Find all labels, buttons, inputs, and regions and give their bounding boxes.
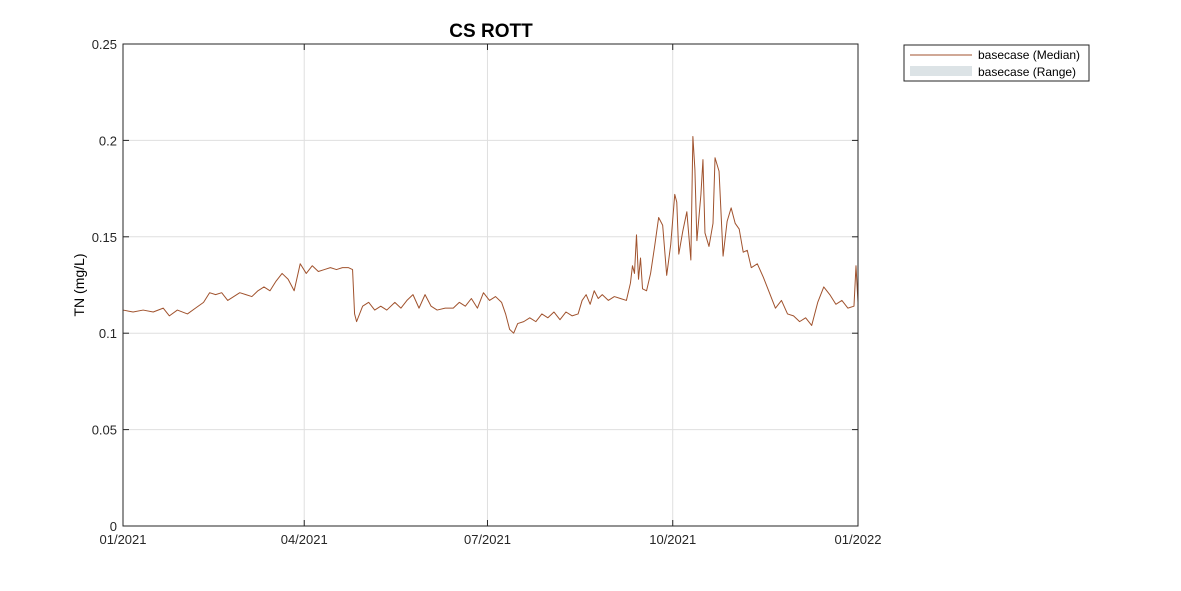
plot-frame [122,43,859,527]
chart-title: CS ROTT [449,21,533,42]
y-axis-label: TN (mg/L) [71,254,87,317]
series-layer [122,136,859,334]
x-tick-label: 01/2021 [100,532,147,547]
x-tick-label: 10/2021 [649,532,696,547]
legend-swatch-range [910,66,972,76]
y-tick-label: 0.1 [99,326,117,341]
x-tick-label: 04/2021 [281,532,328,547]
x-tick-label: 01/2022 [835,532,882,547]
y-tick-label: 0 [110,519,117,534]
y-tick-label: 0.05 [92,423,117,438]
y-tick-label: 0.25 [92,37,117,52]
legend: basecase (Median) basecase (Range) [903,44,1090,82]
y-tick-label: 0.2 [99,133,117,148]
y-tick-label: 0.15 [92,230,117,245]
legend-label-median: basecase (Median) [978,48,1080,62]
x-tick-label: 07/2021 [464,532,511,547]
ticks: 01/2021 04/2021 07/2021 10/2021 01/2022 0 0.05… [92,37,882,547]
grid [123,44,858,526]
legend-label-range: basecase (Range) [978,65,1076,79]
series-line-median [122,136,859,334]
